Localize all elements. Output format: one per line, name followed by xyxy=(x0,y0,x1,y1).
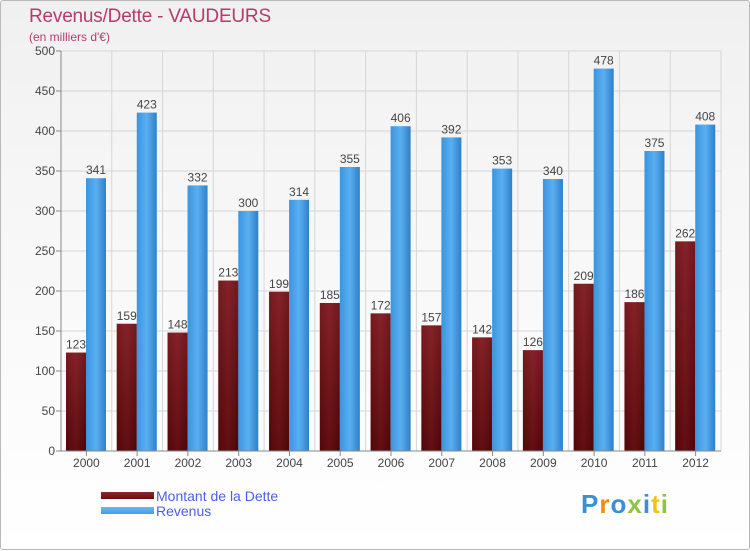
data-label-debt: 209 xyxy=(574,269,594,283)
data-label-revenus: 406 xyxy=(391,111,411,125)
y-tick-label: 350 xyxy=(35,164,55,178)
data-label-debt: 157 xyxy=(421,310,441,324)
x-tick-label: 2005 xyxy=(327,456,354,470)
proxiti-logo: Proxiti xyxy=(581,489,669,520)
legend-item-debt: Montant de la Dette xyxy=(101,487,279,504)
bar-revenus xyxy=(339,167,360,451)
bar-debt-shade xyxy=(573,283,594,451)
x-tick-label: 2012 xyxy=(682,456,709,470)
data-label-revenus: 332 xyxy=(188,170,208,184)
data-label-revenus: 408 xyxy=(695,110,715,124)
bar-revenus xyxy=(644,151,665,451)
y-tick-label: 500 xyxy=(35,44,55,58)
data-label-debt: 126 xyxy=(523,335,543,349)
bar-revenus xyxy=(542,179,563,451)
y-tick-label: 300 xyxy=(35,204,55,218)
x-tick-label: 2003 xyxy=(225,456,252,470)
data-label-debt: 172 xyxy=(371,298,391,312)
bar-revenus xyxy=(695,124,716,451)
logo-letter: o xyxy=(610,489,628,519)
legend-label-debt: Montant de la Dette xyxy=(156,487,279,504)
bar-revenus xyxy=(441,137,462,451)
logo-letter: i xyxy=(660,489,669,519)
logo-letter: r xyxy=(599,489,611,519)
y-tick-label: 100 xyxy=(35,364,55,378)
data-label-debt: 159 xyxy=(117,309,137,323)
y-tick-label: 400 xyxy=(35,124,55,138)
data-label-revenus: 478 xyxy=(594,54,614,68)
legend-label-revenus: Revenus xyxy=(156,502,212,519)
data-label-debt: 213 xyxy=(218,266,238,280)
data-label-debt: 185 xyxy=(320,288,340,302)
y-tick-label: 0 xyxy=(48,444,55,458)
bar-revenus xyxy=(86,178,106,451)
logo-letter: i xyxy=(642,489,652,519)
data-label-debt: 142 xyxy=(472,322,492,336)
bar-revenus xyxy=(492,168,513,451)
bar-debt-shade xyxy=(218,280,239,451)
bar-debt-shade xyxy=(370,313,391,451)
bar-revenus xyxy=(136,112,157,451)
x-tick-label: 2007 xyxy=(428,456,455,470)
data-label-revenus: 392 xyxy=(441,122,461,136)
x-tick-label: 2001 xyxy=(124,456,151,470)
legend: Montant de la Dette Revenus xyxy=(101,487,279,519)
data-label-revenus: 355 xyxy=(340,152,360,166)
x-tick-label: 2011 xyxy=(632,456,658,470)
x-tick-label: 2010 xyxy=(581,456,608,470)
data-label-debt: 148 xyxy=(168,318,188,332)
data-label-debt: 186 xyxy=(624,287,644,301)
x-tick-label: 2008 xyxy=(479,456,506,470)
y-tick-label: 200 xyxy=(35,284,55,298)
y-tick-label: 50 xyxy=(42,404,56,418)
bar-debt-shade xyxy=(624,302,645,451)
bar-debt-shade xyxy=(421,325,442,451)
x-tick-label: 2009 xyxy=(530,456,557,470)
legend-swatch-debt xyxy=(101,492,154,499)
bar-revenus xyxy=(238,211,259,451)
bar-debt-shade xyxy=(522,350,543,451)
bar-debt-shade xyxy=(66,352,86,451)
x-tick-label: 2000 xyxy=(73,456,100,470)
y-tick-label: 150 xyxy=(35,324,55,338)
data-label-debt: 123 xyxy=(66,338,86,352)
legend-item-revenus: Revenus xyxy=(101,502,278,519)
bar-debt-shade xyxy=(167,332,188,451)
bar-revenus xyxy=(593,68,614,451)
data-label-debt: 199 xyxy=(269,277,289,291)
bar-debt-shade xyxy=(675,241,696,451)
data-label-debt: 262 xyxy=(675,226,695,240)
data-label-revenus: 375 xyxy=(644,136,664,150)
y-tick-label: 450 xyxy=(35,84,55,98)
bar-debt-shade xyxy=(269,291,290,451)
x-tick-label: 2002 xyxy=(175,456,202,470)
bar-revenus xyxy=(187,185,208,451)
chart-title: Revenus/Dette - VAUDEURS xyxy=(29,6,271,27)
data-label-revenus: 300 xyxy=(238,196,258,210)
legend-swatch-revenus xyxy=(101,507,154,514)
bar-revenus xyxy=(390,126,411,451)
data-label-revenus: 341 xyxy=(86,163,106,177)
bar-debt-shade xyxy=(319,303,340,451)
data-label-revenus: 340 xyxy=(543,164,563,178)
data-label-revenus: 423 xyxy=(137,98,157,112)
bar-debt-shade xyxy=(116,323,137,451)
data-label-revenus: 314 xyxy=(289,185,309,199)
x-tick-label: 2004 xyxy=(276,456,303,470)
y-tick-label: 250 xyxy=(35,244,55,258)
logo-letter: P xyxy=(581,489,600,519)
bar-revenus xyxy=(289,199,310,451)
logo-letter: t xyxy=(651,489,661,519)
chart-subtitle: (en milliers d'€) xyxy=(29,30,110,44)
x-tick-label: 2006 xyxy=(378,456,405,470)
bar-debt-shade xyxy=(472,337,493,451)
data-label-revenus: 353 xyxy=(492,154,512,168)
logo-letter: x xyxy=(627,489,643,519)
